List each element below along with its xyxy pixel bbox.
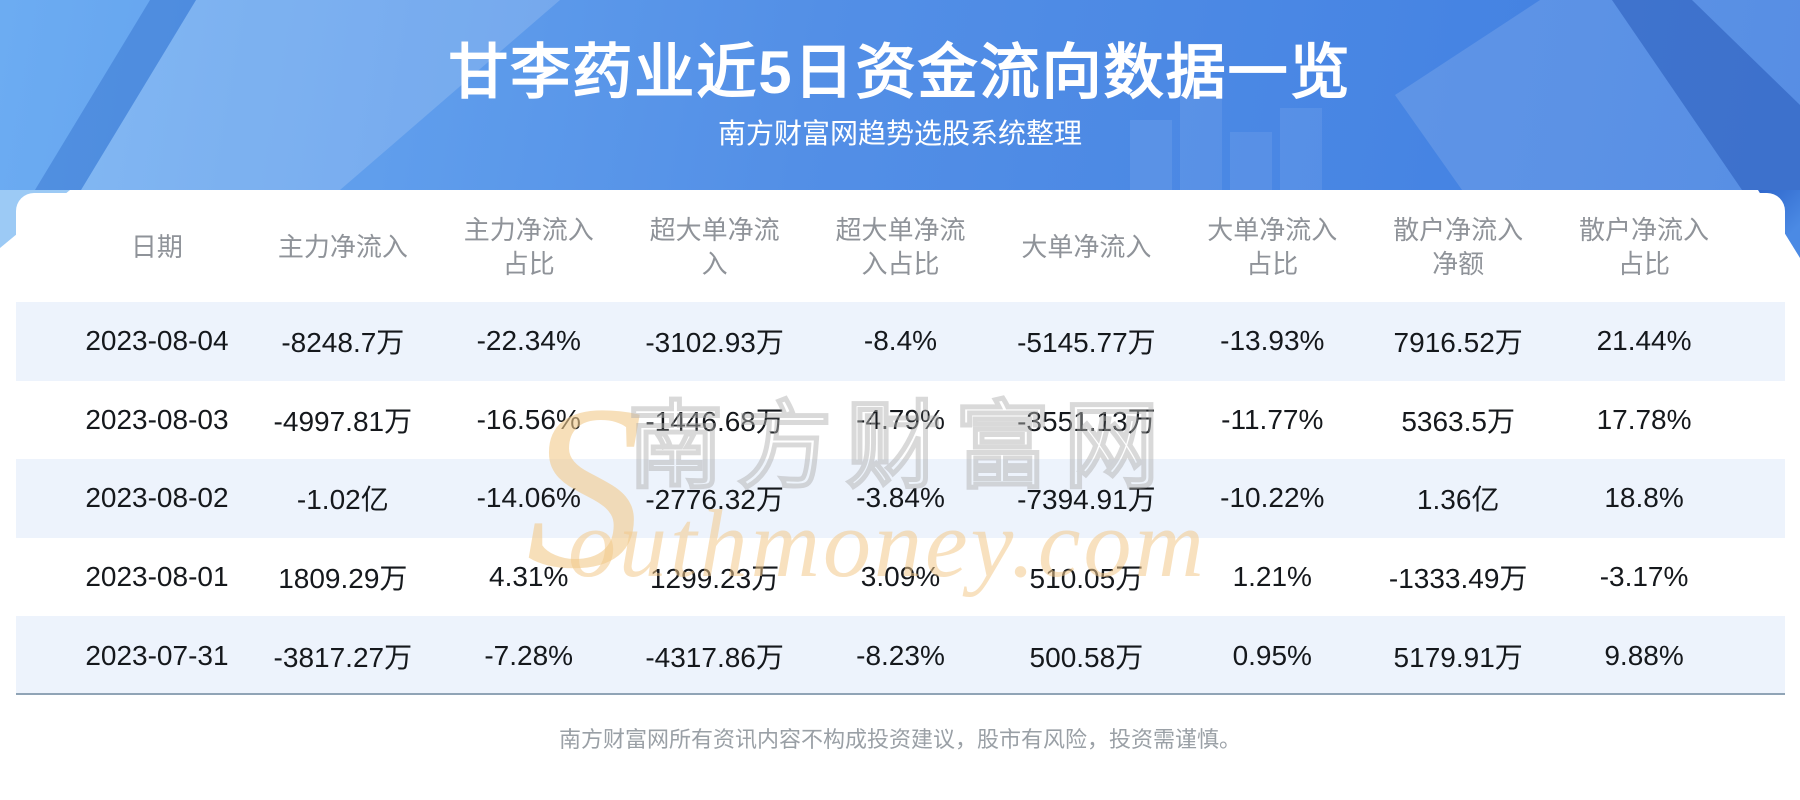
cell-retail-net-inflow: 5363.5万 [1401, 405, 1515, 437]
cell-main-net-inflow: 1809.29万 [278, 563, 408, 595]
cell-large-order-net-inflow: 510.05万 [1029, 563, 1144, 595]
cell-xl-order-net-inflow: -4317.86万 [645, 641, 784, 673]
cell-large-order-net-inflow-ratio: -13.93% [1220, 325, 1325, 357]
table-row: 2023-08-04 -8248.7万 -22.34% -3102.93万 -8… [16, 302, 1785, 381]
cell-large-order-net-inflow-ratio: 1.21% [1232, 561, 1312, 593]
fund-flow-table-card: 日期 主力净流入 主力净流入占比 超大单净流入 超大单净流入占比 大单净流入 大… [16, 193, 1785, 695]
cell-xl-order-net-inflow-ratio: -8.4% [863, 325, 938, 357]
table-row: 2023-08-03 -4997.81万 -16.56% -1446.68万 -… [16, 381, 1785, 460]
column-header-main-net-inflow-ratio: 主力净流入占比 [463, 214, 594, 279]
cell-large-order-net-inflow-ratio: 0.95% [1232, 639, 1312, 671]
table-header-row: 日期 主力净流入 主力净流入占比 超大单净流入 超大单净流入占比 大单净流入 大… [16, 193, 1785, 302]
cell-xl-order-net-inflow-ratio: 3.09% [860, 561, 941, 593]
column-header-retail-net-inflow-ratio: 散户净流入占比 [1579, 214, 1710, 279]
cell-large-order-net-inflow: -3551.13万 [1017, 405, 1156, 437]
cell-main-net-inflow-ratio: 4.31% [489, 561, 569, 593]
banner-bar-decoration [1180, 95, 1222, 190]
footer-disclaimer: 南方财富网所有资讯内容不构成投资建议，股市有风险，投资需谨慎。 [558, 727, 1241, 752]
column-header-large-order-net-inflow-ratio: 大单净流入占比 [1207, 214, 1338, 279]
cell-main-net-inflow: -8248.7万 [281, 327, 405, 359]
cell-retail-net-inflow-ratio: 21.44% [1596, 325, 1692, 357]
cell-main-net-inflow: -3817.27万 [273, 641, 413, 673]
cell-main-net-inflow-ratio: -14.06% [476, 482, 581, 514]
banner-bar-decoration [1230, 132, 1272, 190]
cell-xl-order-net-inflow-ratio: -4.79% [856, 403, 945, 435]
table-row: 2023-08-02 -1.02亿 -14.06% -2776.32万 -3.8… [16, 459, 1785, 538]
page-title: 甘李药业近5日资金流向数据一览 [448, 39, 1352, 106]
cell-retail-net-inflow-ratio: -3.17% [1599, 561, 1689, 593]
cell-xl-order-net-inflow: -2776.32万 [645, 484, 784, 516]
column-header-large-order-net-inflow: 大单净流入 [1021, 231, 1152, 262]
column-header-date: 日期 [130, 231, 183, 262]
cell-date: 2023-08-03 [85, 403, 229, 435]
cell-main-net-inflow-ratio: -16.56% [476, 403, 581, 435]
cell-xl-order-net-inflow-ratio: -8.23% [856, 639, 945, 671]
cell-retail-net-inflow: 5179.91万 [1393, 641, 1523, 673]
cell-main-net-inflow: -1.02亿 [296, 484, 389, 516]
cell-retail-net-inflow: -1333.49万 [1388, 563, 1528, 595]
cell-main-net-inflow: -4997.81万 [273, 405, 413, 437]
cell-retail-net-inflow-ratio: 9.88% [1604, 639, 1684, 671]
table-row: 2023-08-01 1809.29万 4.31% 1299.23万 3.09%… [16, 538, 1785, 617]
cell-retail-net-inflow: 7916.52万 [1393, 327, 1523, 359]
cell-date: 2023-08-02 [85, 482, 229, 514]
column-header-xl-order-net-inflow-ratio: 超大单净流入占比 [835, 214, 966, 279]
cell-xl-order-net-inflow: 1299.23万 [649, 563, 780, 595]
cell-main-net-inflow-ratio: -7.28% [484, 639, 574, 671]
cell-retail-net-inflow: 1.36亿 [1416, 484, 1500, 516]
column-header-main-net-inflow: 主力净流入 [277, 231, 408, 262]
cell-date: 2023-08-01 [85, 561, 229, 593]
cell-large-order-net-inflow-ratio: -10.22% [1220, 482, 1325, 514]
cell-retail-net-inflow-ratio: 17.78% [1596, 403, 1692, 435]
cell-date: 2023-08-04 [85, 325, 229, 357]
banner-bar-decoration [1280, 108, 1322, 190]
banner-bar-decoration [1130, 120, 1172, 190]
cell-retail-net-inflow-ratio: 18.8% [1604, 482, 1684, 514]
hero-banner: 甘李药业近5日资金流向数据一览 南方财富网趋势选股系统整理 [0, 0, 1800, 190]
cell-xl-order-net-inflow-ratio: -3.84% [856, 482, 945, 514]
cell-main-net-inflow-ratio: -22.34% [476, 325, 581, 357]
cell-large-order-net-inflow: 500.58万 [1029, 641, 1144, 673]
column-header-xl-order-net-inflow: 超大单净流入 [649, 214, 780, 279]
page-subtitle: 南方财富网趋势选股系统整理 [717, 118, 1082, 149]
cell-large-order-net-inflow: -5145.77万 [1017, 327, 1156, 359]
cell-date: 2023-07-31 [85, 639, 229, 671]
cell-large-order-net-inflow: -7394.91万 [1017, 484, 1156, 516]
cell-large-order-net-inflow-ratio: -11.77% [1221, 403, 1324, 435]
cell-xl-order-net-inflow: -3102.93万 [645, 327, 784, 359]
table-row: 2023-07-31 -3817.27万 -7.28% -4317.86万 -8… [16, 616, 1785, 693]
cell-xl-order-net-inflow: -1446.68万 [645, 405, 784, 437]
column-header-retail-net-inflow: 散户净流入净额 [1393, 214, 1524, 279]
